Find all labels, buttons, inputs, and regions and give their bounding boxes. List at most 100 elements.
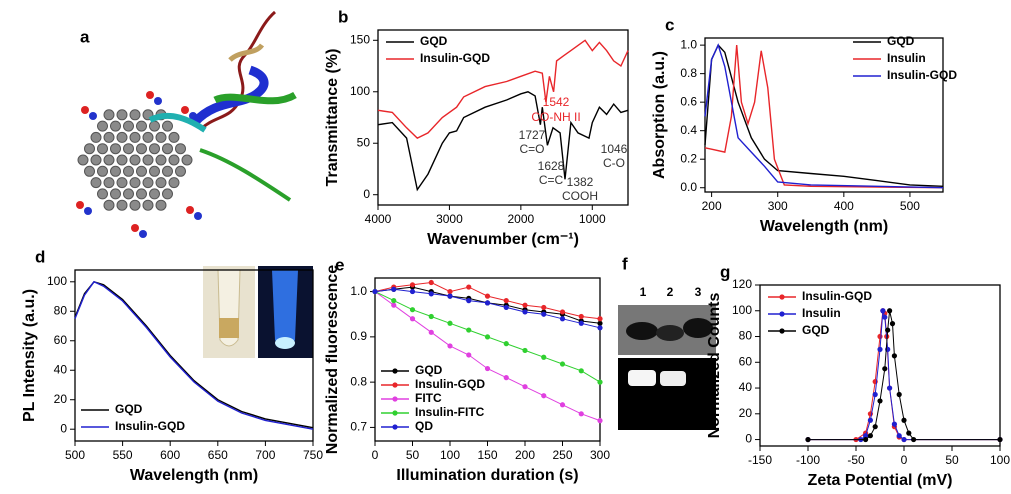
atom xyxy=(103,199,115,211)
legend-marker xyxy=(392,382,398,388)
marker xyxy=(901,417,907,423)
marker xyxy=(391,302,397,308)
y-tick-label: 100 xyxy=(350,84,370,98)
legend-label: GQD xyxy=(115,402,143,416)
annotation: C-O xyxy=(603,156,625,170)
legend-label: GQD xyxy=(415,363,443,377)
y-tick-label: 1.0 xyxy=(680,37,697,51)
x-axis-title: Wavelength (nm) xyxy=(760,218,888,235)
atom xyxy=(84,143,95,155)
atom xyxy=(84,207,92,215)
marker xyxy=(559,309,566,315)
atom xyxy=(110,188,121,200)
annotation: C=O xyxy=(519,142,544,156)
y-tick-label: 40 xyxy=(54,362,68,376)
y-tick-label: 120 xyxy=(732,277,752,291)
marker xyxy=(447,293,453,299)
atom xyxy=(162,165,173,177)
atom xyxy=(155,199,167,211)
vial-insets xyxy=(203,266,313,358)
marker xyxy=(428,329,434,335)
marker xyxy=(559,402,566,408)
atom xyxy=(103,154,115,166)
marker xyxy=(466,284,472,290)
x-tick-label: -150 xyxy=(748,453,772,467)
atom xyxy=(168,131,180,143)
marker xyxy=(896,391,902,398)
marker xyxy=(863,433,869,439)
y-tick-label: 50 xyxy=(357,135,371,149)
atom xyxy=(129,177,141,189)
atom xyxy=(155,131,167,143)
x-tick-label: 150 xyxy=(477,448,497,462)
x-tick-label: 200 xyxy=(702,199,722,213)
marker xyxy=(522,384,528,390)
y-tick-label: 0 xyxy=(363,187,370,201)
y-tick-label: 0.4 xyxy=(680,123,697,137)
y-tick-label: 0 xyxy=(60,421,67,435)
marker xyxy=(428,291,434,297)
legend-marker xyxy=(779,311,785,317)
atom xyxy=(97,165,108,177)
marker xyxy=(559,361,566,367)
x-tick-label: -50 xyxy=(847,453,865,467)
series-line xyxy=(74,280,314,430)
y-tick-label: 0.8 xyxy=(350,374,367,388)
atom xyxy=(131,224,139,232)
legend-label: Insulin-GQD xyxy=(415,377,485,391)
atom xyxy=(149,143,160,155)
y-tick-label: 0.2 xyxy=(680,151,697,165)
marker xyxy=(466,327,472,333)
graphene-lattice xyxy=(76,91,202,238)
legend-label: QD xyxy=(415,419,433,433)
marker xyxy=(466,298,472,304)
atom xyxy=(146,91,154,99)
atom xyxy=(97,120,108,132)
y-tick-label: 40 xyxy=(739,380,753,394)
marker xyxy=(447,288,453,295)
y-tick-label: 20 xyxy=(54,392,68,406)
atom xyxy=(175,165,186,177)
annotation: COOH xyxy=(562,189,598,203)
legend-label: Insulin-GQD xyxy=(115,419,185,433)
marker xyxy=(391,286,397,292)
lane-label: 2 xyxy=(667,285,674,299)
legend-marker xyxy=(392,368,398,374)
atom xyxy=(90,177,102,189)
marker xyxy=(889,321,896,327)
lane-label: 1 xyxy=(640,285,647,299)
atom xyxy=(154,97,162,105)
x-tick-label: 750 xyxy=(303,448,323,462)
marker xyxy=(447,343,453,349)
plot-frame xyxy=(377,29,629,206)
atom xyxy=(116,154,128,166)
marker xyxy=(428,279,434,286)
annotation: CO-NH II xyxy=(531,110,580,124)
marker xyxy=(522,347,528,354)
plot-frame xyxy=(759,284,1001,447)
x-tick-label: 500 xyxy=(65,448,85,462)
marker xyxy=(503,298,509,304)
x-tick-label: 250 xyxy=(552,448,572,462)
marker xyxy=(877,333,883,340)
atom xyxy=(110,165,121,177)
legend-marker xyxy=(779,328,785,334)
atom xyxy=(136,143,147,155)
marker xyxy=(541,304,547,311)
atom xyxy=(76,201,84,209)
y-axis-title: PL Intensity (a.u.) xyxy=(21,289,38,422)
marker xyxy=(409,307,416,313)
marker xyxy=(503,341,509,347)
y-tick-label: 20 xyxy=(739,406,753,420)
panel-label: a xyxy=(80,27,90,46)
marker xyxy=(882,314,888,320)
marker xyxy=(872,424,878,430)
marker xyxy=(867,433,874,439)
marker xyxy=(541,354,547,360)
y-tick-label: 100 xyxy=(732,303,752,317)
atom xyxy=(139,230,147,238)
atom xyxy=(97,188,108,200)
series-line xyxy=(377,91,629,192)
y-tick-label: 80 xyxy=(739,329,753,343)
